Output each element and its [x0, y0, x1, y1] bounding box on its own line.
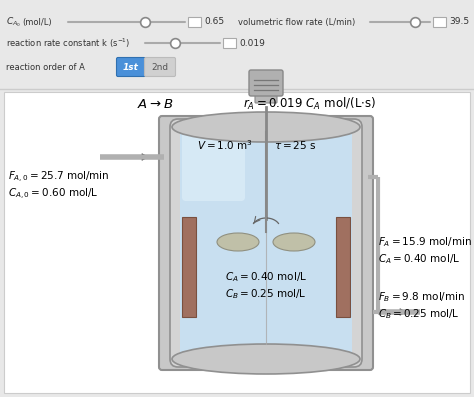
Text: reaction rate constant k (s$^{-1}$): reaction rate constant k (s$^{-1}$) — [6, 36, 130, 50]
Ellipse shape — [172, 112, 360, 142]
Text: $A \rightarrow B$: $A \rightarrow B$ — [137, 98, 173, 110]
Text: $C_{A_0}$: $C_{A_0}$ — [6, 15, 21, 29]
Text: 2nd: 2nd — [151, 62, 169, 71]
Text: $F_A = 15.9\ \mathrm{mol/min}$: $F_A = 15.9\ \mathrm{mol/min}$ — [378, 235, 472, 249]
Text: $V = 1.0\ \mathrm{m}^3$: $V = 1.0\ \mathrm{m}^3$ — [197, 138, 253, 152]
FancyBboxPatch shape — [117, 58, 146, 77]
FancyBboxPatch shape — [255, 93, 277, 103]
Ellipse shape — [217, 233, 259, 251]
Text: $C_B = 0.25\ \mathrm{mol/L}$: $C_B = 0.25\ \mathrm{mol/L}$ — [225, 287, 307, 301]
Text: 0.019: 0.019 — [239, 39, 265, 48]
Bar — [0, 0, 474, 92]
Text: reaction order of A: reaction order of A — [6, 62, 85, 71]
Bar — [223, 38, 236, 48]
Text: $C_A = 0.40\ \mathrm{mol/L}$: $C_A = 0.40\ \mathrm{mol/L}$ — [225, 270, 307, 284]
Text: $C_B = 0.25\ \mathrm{mol/L}$: $C_B = 0.25\ \mathrm{mol/L}$ — [378, 307, 460, 321]
FancyBboxPatch shape — [180, 129, 352, 357]
Bar — [4, 92, 470, 393]
Bar — [182, 217, 196, 317]
Text: $r_A = 0.019\ C_A\ \mathrm{mol/(L{\cdot}s)}$: $r_A = 0.019\ C_A\ \mathrm{mol/(L{\cdot}… — [244, 96, 376, 112]
Text: $F_B = 9.8\ \mathrm{mol/min}$: $F_B = 9.8\ \mathrm{mol/min}$ — [378, 290, 465, 304]
Ellipse shape — [273, 233, 315, 251]
Bar — [433, 17, 446, 27]
Text: $F_{A,0} = 25.7\ \mathrm{mol/min}$: $F_{A,0} = 25.7\ \mathrm{mol/min}$ — [8, 170, 109, 185]
FancyBboxPatch shape — [170, 119, 362, 367]
Text: 0.65: 0.65 — [204, 17, 224, 27]
Text: 39.5: 39.5 — [449, 17, 469, 27]
FancyBboxPatch shape — [249, 70, 283, 96]
Text: (mol/L): (mol/L) — [22, 17, 52, 27]
Text: volumetric flow rate (L/min): volumetric flow rate (L/min) — [238, 17, 355, 27]
Ellipse shape — [186, 347, 346, 367]
Bar — [188, 17, 201, 27]
Ellipse shape — [172, 344, 360, 374]
Ellipse shape — [186, 119, 346, 139]
Bar — [336, 217, 350, 317]
Text: $\tau = 25\ \mathrm{s}$: $\tau = 25\ \mathrm{s}$ — [273, 139, 316, 151]
Text: $C_A = 0.40\ \mathrm{mol/L}$: $C_A = 0.40\ \mathrm{mol/L}$ — [378, 252, 460, 266]
FancyBboxPatch shape — [145, 58, 175, 77]
FancyBboxPatch shape — [159, 116, 373, 370]
FancyBboxPatch shape — [182, 131, 245, 201]
Text: $C_{A,0} = 0.60\ \mathrm{mol/L}$: $C_{A,0} = 0.60\ \mathrm{mol/L}$ — [8, 187, 99, 202]
Text: 1st: 1st — [123, 62, 139, 71]
